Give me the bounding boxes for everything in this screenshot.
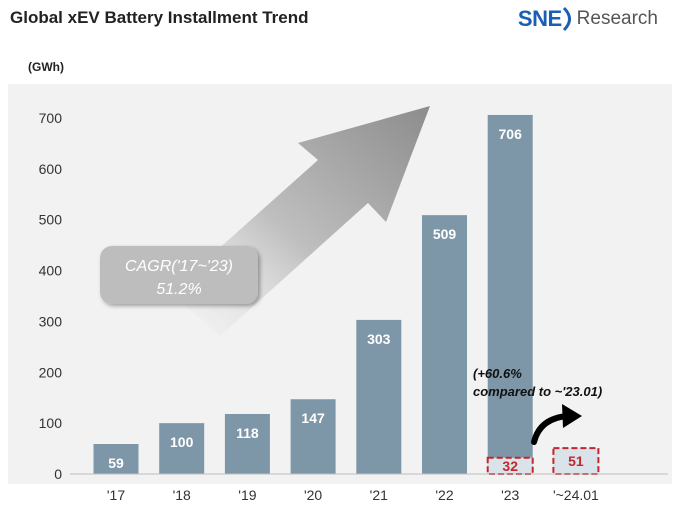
bar-value-label: 303 xyxy=(367,331,391,347)
cagr-label: CAGR('17~'23) xyxy=(125,258,233,275)
x-tick-label: '21 xyxy=(370,487,388,503)
bar-value-label: 147 xyxy=(301,410,325,426)
y-axis-unit: (GWh) xyxy=(28,60,64,74)
highlight-value-label: 32 xyxy=(502,458,518,474)
logo-swoosh-icon xyxy=(562,6,571,32)
bar xyxy=(422,215,467,474)
bar xyxy=(224,413,270,474)
bar-value-label: 100 xyxy=(170,434,194,450)
bar-value-label: 118 xyxy=(236,425,259,441)
highlight-bar xyxy=(552,447,600,476)
logo-brand: SNE xyxy=(517,6,562,31)
x-tick-label: '22 xyxy=(435,487,453,503)
bar xyxy=(487,114,533,474)
y-tick-label: 400 xyxy=(39,263,63,279)
y-tick-label: 600 xyxy=(39,161,63,177)
bar xyxy=(159,423,205,474)
bar-value-label: 509 xyxy=(433,226,457,242)
bar-value-label: 59 xyxy=(108,455,124,471)
annotation-line-2: compared to ~'23.01) xyxy=(473,384,602,399)
bar-value-label: 706 xyxy=(499,126,523,142)
cagr-value: 51.2% xyxy=(156,281,201,298)
sne-research-logo: SNE Research xyxy=(518,4,658,34)
x-tick-label: '20 xyxy=(304,487,322,503)
cagr-box xyxy=(100,246,258,304)
y-tick-label: 0 xyxy=(54,466,62,482)
y-tick-label: 500 xyxy=(39,212,63,228)
x-tick-label: '17 xyxy=(107,487,125,503)
curved-arrow-head-icon xyxy=(562,404,582,428)
y-tick-label: 200 xyxy=(39,364,63,380)
highlight-value-label: 51 xyxy=(568,453,584,469)
bar xyxy=(290,399,336,474)
x-tick-label: '23 xyxy=(501,487,519,503)
y-tick-label: 700 xyxy=(39,110,63,126)
y-tick-label: 100 xyxy=(39,415,63,431)
x-tick-label: '18 xyxy=(173,487,191,503)
annotation-line-1: (+60.6% xyxy=(473,366,522,381)
x-tick-label: '19 xyxy=(238,487,256,503)
bar xyxy=(356,319,402,474)
bar xyxy=(93,443,139,474)
logo-suffix: Research xyxy=(576,8,658,29)
y-tick-label: 300 xyxy=(39,313,63,329)
x-tick-label: '~24.01 xyxy=(553,487,599,503)
chart-title: Global xEV Battery Installment Trend xyxy=(10,8,309,27)
